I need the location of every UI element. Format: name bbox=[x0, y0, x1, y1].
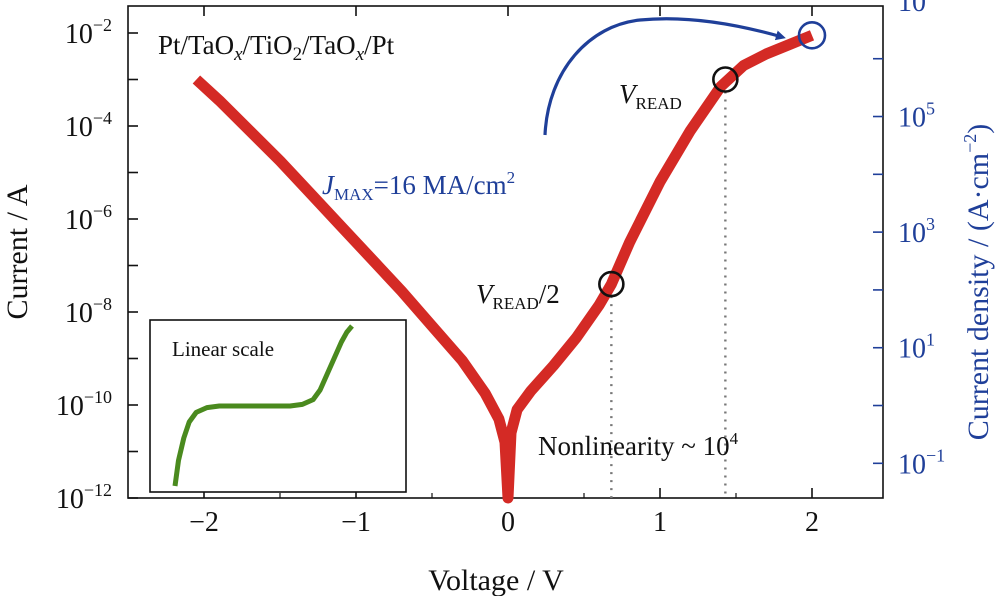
vread-marker bbox=[712, 66, 739, 93]
inset-curve bbox=[172, 324, 354, 487]
x-tick-label-4: 2 bbox=[805, 507, 819, 538]
y-tick-label-1: 10−4 bbox=[65, 108, 112, 143]
tick-marks bbox=[128, 6, 883, 499]
vread-label: VREAD bbox=[619, 79, 682, 113]
linear-scale-inset: Linear scale bbox=[149, 319, 407, 493]
jmax-marker bbox=[797, 21, 827, 50]
y2-tick-label-3: 101 bbox=[898, 330, 935, 365]
x-tick-label-0: −2 bbox=[189, 507, 219, 538]
y2-tick-label-0: 107 bbox=[898, 0, 935, 18]
iv-curve-series bbox=[192, 30, 815, 504]
y-tick-label-2: 10−6 bbox=[65, 201, 112, 236]
vread-half-label: VREAD/2 bbox=[476, 279, 560, 313]
y2-axis-title: Current density / (A·cm−2) bbox=[960, 124, 995, 441]
device-structure-label: Pt/TaOx/TiO2/TaOx/Pt bbox=[158, 30, 395, 65]
y2-tick-label-1: 105 bbox=[898, 99, 935, 134]
inset-title: Linear scale bbox=[172, 337, 274, 361]
x-tick-label-1: −1 bbox=[341, 507, 371, 538]
y-tick-label-4: 10−10 bbox=[56, 387, 112, 422]
y-tick-label-5: 10−12 bbox=[56, 480, 112, 515]
x-axis-title: Voltage / V bbox=[428, 564, 564, 596]
y2-tick-label-4: 10−1 bbox=[898, 445, 945, 480]
y-tick-label-0: 10−2 bbox=[65, 15, 112, 50]
jmax-label: JMAX=16 MA/cm2 bbox=[322, 168, 515, 204]
nonlinearity-label: Nonlinearity ~ 104 bbox=[538, 429, 739, 461]
vread-half-marker bbox=[598, 270, 625, 298]
tick-labels: −2 −1 0 1 2 10−2 10−4 10−6 10−8 10−10 10−12 107 105 1… bbox=[56, 0, 945, 538]
jmax-arrow bbox=[543, 17, 786, 136]
x-tick-label-2: 0 bbox=[501, 507, 515, 538]
y-axis-title: Current / A bbox=[1, 184, 34, 319]
x-tick-label-3: 1 bbox=[653, 507, 667, 538]
y2-tick-label-2: 103 bbox=[898, 214, 935, 249]
y-tick-label-3: 10−8 bbox=[65, 294, 112, 329]
read-voltage-guides bbox=[610, 91, 727, 498]
